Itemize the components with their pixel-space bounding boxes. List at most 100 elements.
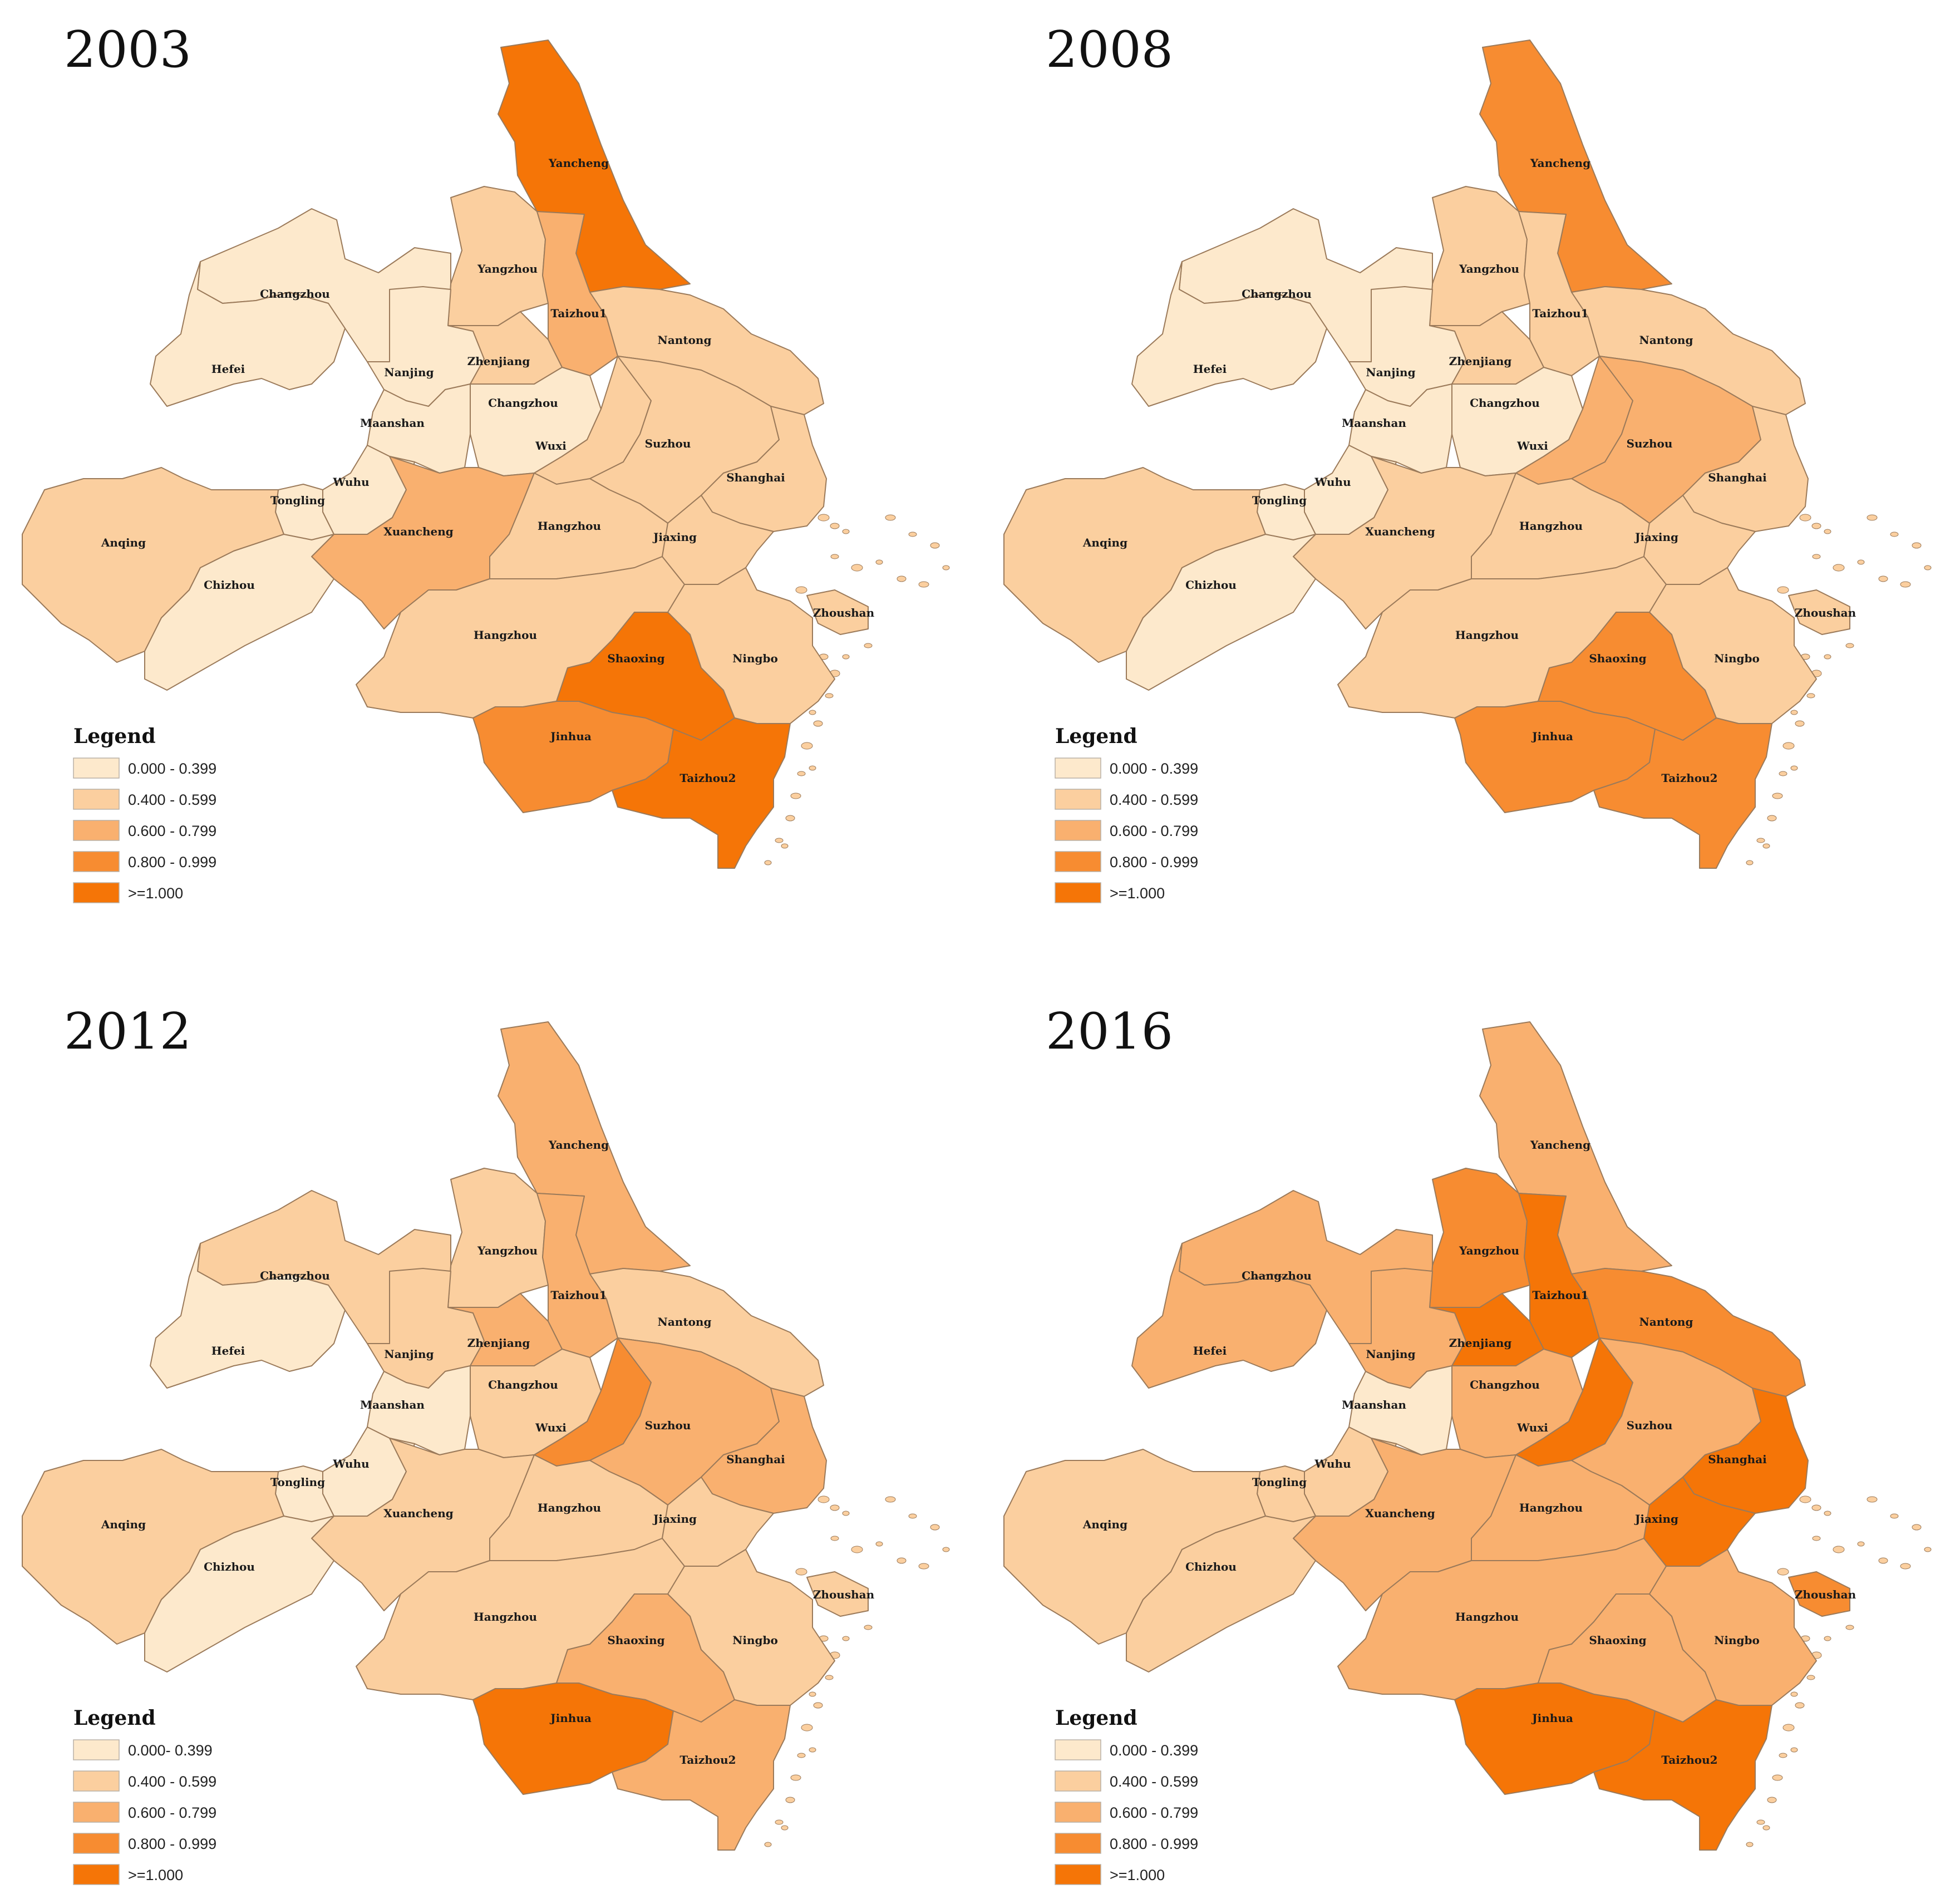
islet-shape: [1900, 1563, 1911, 1570]
city-label-huzhou: Hangzhou: [1519, 519, 1583, 533]
city-label-huzhou: Hangzhou: [1519, 1501, 1583, 1514]
islet-shape: [797, 1753, 806, 1758]
city-label-chizhou: Chizhou: [204, 578, 255, 592]
islet-shape: [897, 1557, 907, 1564]
city-label-shaoxing: Shaoxing: [1589, 1634, 1646, 1647]
islet-shape: [1756, 838, 1765, 843]
islet-shape: [790, 793, 801, 799]
islet-shape: [1746, 860, 1754, 865]
city-label-hangzhou: Hangzhou: [1455, 1610, 1519, 1624]
legend-swatch: [73, 820, 120, 841]
legend-swatch: [73, 851, 120, 872]
islet-shape: [1900, 581, 1911, 588]
islet-shape: [918, 1563, 929, 1570]
city-label-taizhou2: Taizhou2: [679, 771, 736, 785]
city-label-maanshan: Maanshan: [1342, 1398, 1406, 1411]
city-label-yancheng: Yancheng: [548, 1138, 609, 1152]
islet-shape: [1878, 575, 1888, 582]
islet-shape: [1799, 1495, 1811, 1503]
panel-year-title: 2016: [1046, 1002, 1173, 1061]
islet-shape: [764, 860, 772, 865]
city-label-chuzhou: Changzhou: [1242, 1269, 1312, 1282]
islet-shape: [1762, 843, 1770, 849]
region-zhoushan: [1788, 1571, 1850, 1617]
legend-title: Legend: [1055, 725, 1137, 748]
city-label-anqing: Anqing: [101, 1518, 146, 1531]
islet-shape: [813, 720, 823, 727]
city-label-chizhou: Chizhou: [204, 1560, 255, 1573]
city-label-nanjing: Nanjing: [384, 366, 434, 379]
city-label-yancheng: Yancheng: [1530, 156, 1590, 170]
city-label-zhenjiang: Zhenjiang: [467, 1336, 530, 1350]
legend-title: Legend: [73, 725, 156, 748]
city-label-taizhou1: Taizhou1: [1532, 1288, 1588, 1302]
islet-shape: [1833, 564, 1845, 572]
city-label-huzhou: Hangzhou: [538, 519, 601, 533]
islet-shape: [918, 581, 929, 588]
city-label-tongling: Tongling: [270, 1475, 325, 1489]
islet-shape: [1779, 1753, 1787, 1758]
city-label-nantong: Nantong: [658, 333, 712, 347]
city-label-shanghai: Shanghai: [1708, 1453, 1767, 1466]
city-label-jiaxing: Jiaxing: [1634, 530, 1678, 544]
city-label-changzhou: Changzhou: [1470, 1378, 1540, 1391]
region-ningbo: [667, 1549, 835, 1706]
city-label-taizhou2: Taizhou2: [679, 1753, 736, 1767]
city-label-wuhu: Wuhu: [332, 475, 369, 489]
city-label-yangzhou: Yangzhou: [477, 262, 538, 276]
islet-shape: [795, 1568, 807, 1576]
islet-shape: [818, 1495, 830, 1503]
legend-label: 0.000- 0.399: [128, 1742, 213, 1759]
legend-swatch: [73, 1864, 120, 1885]
region-chizhou: [144, 1516, 334, 1672]
islet-shape: [764, 1842, 772, 1847]
city-label-changzhou: Changzhou: [1470, 396, 1540, 410]
region-hefei: [1131, 1243, 1327, 1389]
islet-shape: [930, 1524, 940, 1531]
islet-shape: [1812, 554, 1821, 559]
legend-swatch: [1055, 820, 1101, 841]
map-panel-2003: 2003 Yancheng Yangzhou Taizhou1 Nantong Chang…: [22, 21, 950, 903]
islet-shape: [830, 523, 840, 529]
legend: Legend 0.000- 0.399 0.400 - 0.599 0.600 - 0…: [73, 1706, 216, 1885]
region-chizhou: [1126, 1516, 1316, 1672]
city-label-nantong: Nantong: [1639, 1315, 1693, 1329]
city-label-taizhou1: Taizhou1: [550, 1288, 607, 1302]
islet-shape: [1833, 1546, 1845, 1553]
islet-shape: [795, 586, 807, 594]
islet-shape: [942, 565, 950, 570]
legend-swatch: [73, 1833, 120, 1854]
legend-label: 0.800 - 0.999: [1110, 854, 1198, 870]
city-label-ningbo: Ningbo: [732, 1634, 778, 1647]
legend-swatch: [73, 882, 120, 903]
city-label-ningbo: Ningbo: [1714, 1634, 1760, 1647]
city-label-maanshan: Maanshan: [360, 416, 425, 430]
islet-shape: [1790, 710, 1798, 715]
islet-shape: [1767, 1797, 1777, 1803]
city-label-hefei: Hefei: [211, 1344, 245, 1357]
legend-swatch: [1055, 1739, 1101, 1760]
legend-swatch: [73, 1770, 120, 1792]
city-label-nantong: Nantong: [658, 1315, 712, 1329]
city-label-jinhua: Jinhua: [1531, 730, 1573, 743]
islet-shape: [809, 765, 816, 771]
city-label-jinhua: Jinhua: [549, 730, 592, 743]
city-label-xuancheng: Xuancheng: [1365, 525, 1435, 538]
city-label-shaoxing: Shaoxing: [1589, 652, 1646, 665]
city-label-hangzhou: Hangzhou: [1455, 628, 1519, 642]
islet-shape: [781, 843, 789, 849]
islet-shape: [775, 838, 784, 843]
city-label-taizhou1: Taizhou1: [1532, 307, 1588, 320]
city-label-jinhua: Jinhua: [1531, 1711, 1573, 1725]
islet-shape: [842, 1636, 850, 1641]
legend-swatch: [1055, 1864, 1101, 1885]
city-label-chuzhou: Changzhou: [260, 287, 330, 301]
islet-shape: [797, 771, 806, 776]
islet-shape: [851, 1546, 863, 1553]
city-label-shanghai: Shanghai: [1708, 471, 1767, 484]
region-taizhou2: [612, 1699, 791, 1851]
city-label-hangzhou: Hangzhou: [474, 628, 537, 642]
islet-shape: [842, 1511, 850, 1516]
legend-label: >=1.000: [1110, 885, 1165, 902]
city-label-anqing: Anqing: [1082, 536, 1127, 549]
